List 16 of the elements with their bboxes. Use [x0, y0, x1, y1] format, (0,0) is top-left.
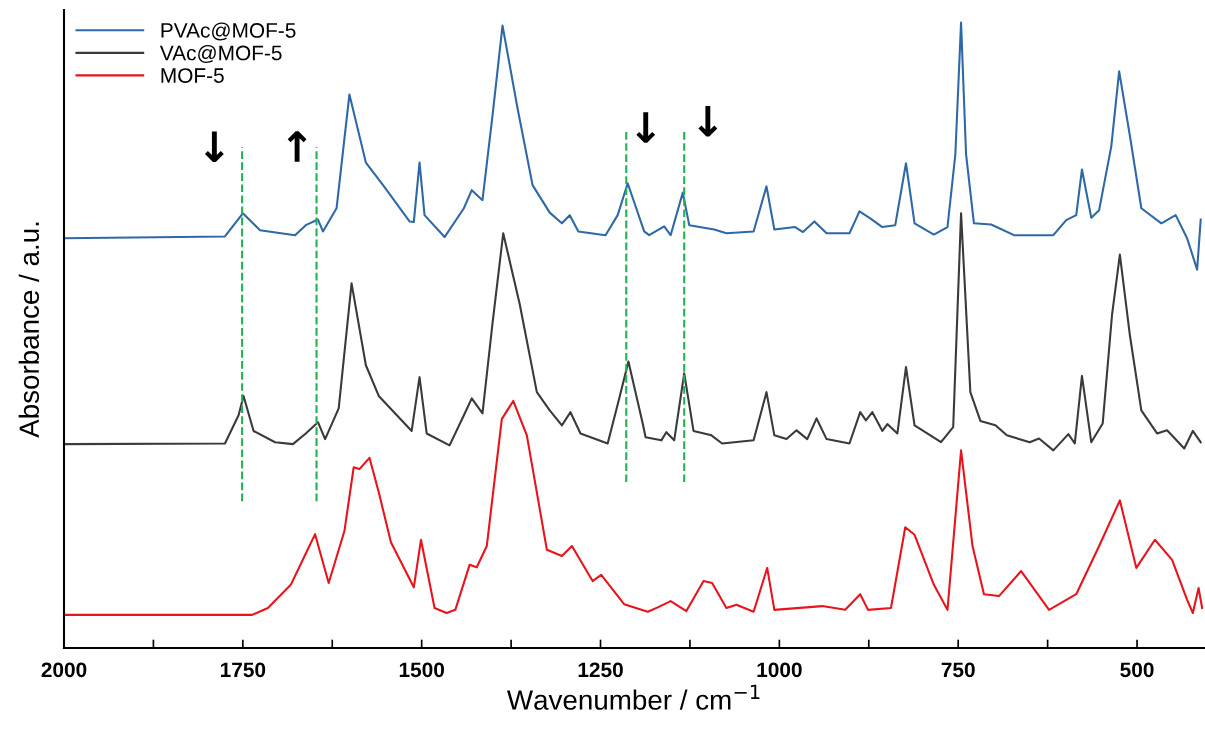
- annotation: ↓: [698, 105, 718, 137]
- x-tick-label: 1000: [757, 662, 802, 678]
- legend-label: MOF-5: [161, 68, 224, 83]
- legend-label: PVAc@MOF-5: [161, 22, 296, 41]
- x-tick-label: 750: [941, 662, 975, 678]
- x-tick-label: 1750: [220, 662, 266, 678]
- x-tick-label: 2000: [41, 662, 87, 678]
- legend-label: VAc@MOF-5: [159, 45, 282, 64]
- annotation: ↓: [204, 131, 224, 162]
- x-tick-label: 1250: [578, 662, 623, 678]
- annotation: ↑: [287, 131, 307, 162]
- annotation: ↓: [636, 112, 656, 143]
- x-axis-title: Wavenumber / cm$^{−1}$: [506, 684, 760, 710]
- x-tick-label: 1500: [399, 662, 444, 678]
- y-axis-title: Absorbance / a.u.: [18, 222, 40, 438]
- x-tick-label: 500: [1120, 662, 1154, 678]
